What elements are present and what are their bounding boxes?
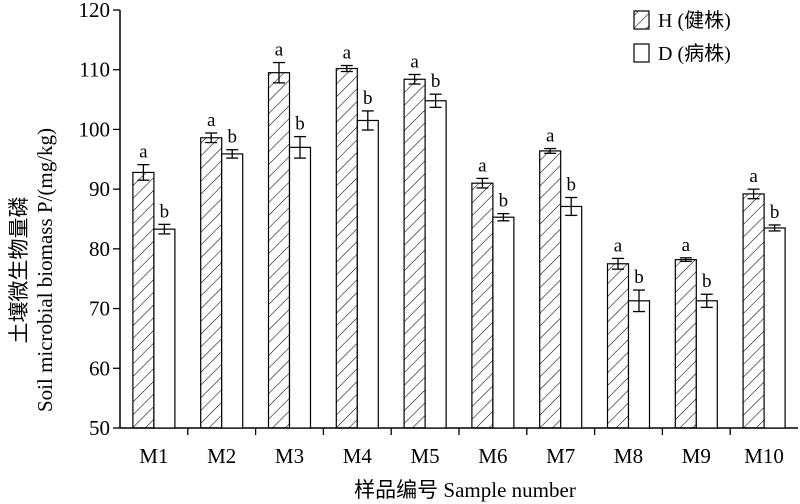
x-tick-label: M10 bbox=[744, 444, 784, 468]
y-tick-label: 120 bbox=[79, 0, 111, 22]
bar-d bbox=[763, 227, 786, 429]
significance-label: b bbox=[770, 202, 780, 223]
bar-h bbox=[606, 263, 630, 429]
y-tick-label: 70 bbox=[89, 297, 110, 321]
significance-label: b bbox=[702, 271, 712, 292]
significance-label: a bbox=[614, 235, 623, 256]
significance-label: b bbox=[499, 191, 509, 212]
legend-swatch-h bbox=[633, 10, 650, 30]
significance-label: b bbox=[634, 267, 644, 288]
x-tick-label: M1 bbox=[139, 444, 168, 468]
significance-label: a bbox=[478, 155, 487, 176]
bar-h bbox=[742, 193, 765, 429]
significance-label: a bbox=[207, 110, 216, 131]
bar-d bbox=[221, 153, 244, 429]
bar-d bbox=[424, 100, 447, 429]
plot-area: 5060708090100110120M1abM2abM3abM4abM5abM… bbox=[79, 0, 798, 468]
x-tick-label: M4 bbox=[343, 444, 373, 468]
bar-d bbox=[288, 146, 312, 429]
significance-label: a bbox=[546, 126, 555, 147]
bar-d bbox=[627, 300, 651, 429]
bar-h bbox=[471, 182, 494, 429]
bar-h bbox=[132, 171, 155, 429]
significance-label: a bbox=[682, 235, 691, 256]
significance-label: b bbox=[363, 88, 373, 109]
significance-label: a bbox=[749, 166, 758, 187]
legend: H (健株) D (病株) bbox=[633, 9, 731, 65]
significance-label: a bbox=[139, 142, 148, 163]
significance-label: b bbox=[431, 71, 441, 92]
y-tick-label: 90 bbox=[89, 177, 110, 201]
legend-swatch-d bbox=[633, 43, 650, 63]
bar-d bbox=[560, 205, 583, 429]
bar-h bbox=[674, 259, 697, 429]
bar-d bbox=[492, 216, 515, 429]
x-tick-label: M2 bbox=[207, 444, 236, 468]
significance-label: b bbox=[160, 201, 170, 222]
x-tick-label: M3 bbox=[275, 444, 304, 468]
bar-h bbox=[200, 137, 223, 429]
significance-label: a bbox=[275, 40, 284, 61]
legend-label-h: H (健株) bbox=[658, 9, 731, 32]
bar-h bbox=[267, 72, 291, 429]
y-tick-label: 80 bbox=[89, 237, 110, 261]
y-tick-label: 110 bbox=[79, 58, 110, 82]
y-axis-title-en: Soil microbial biomass P/(mg/kg) bbox=[33, 128, 57, 412]
legend-label-d: D (病株) bbox=[658, 42, 731, 65]
y-axis-title-cn: 土壤微生物量磷 bbox=[7, 197, 31, 344]
bar-d bbox=[356, 119, 379, 429]
bar-h bbox=[539, 150, 562, 429]
significance-label: b bbox=[566, 175, 576, 196]
significance-label: a bbox=[343, 43, 352, 64]
x-tick-label: M6 bbox=[478, 444, 507, 468]
y-tick-label: 60 bbox=[89, 356, 110, 380]
bar-d bbox=[695, 300, 718, 429]
x-tick-label: M9 bbox=[682, 444, 711, 468]
bar-d bbox=[153, 228, 176, 429]
y-tick-label: 50 bbox=[89, 416, 110, 440]
bar-h bbox=[335, 67, 358, 429]
x-tick-label: M8 bbox=[614, 444, 643, 468]
x-tick-label: M5 bbox=[411, 444, 440, 468]
x-tick-label: M7 bbox=[546, 444, 575, 468]
y-tick-label: 100 bbox=[79, 117, 111, 141]
significance-label: b bbox=[295, 114, 305, 135]
x-axis-title: 样品编号 Sample number bbox=[354, 478, 576, 502]
significance-label: b bbox=[227, 127, 237, 148]
bar-h bbox=[403, 78, 426, 429]
significance-label: a bbox=[410, 51, 419, 72]
